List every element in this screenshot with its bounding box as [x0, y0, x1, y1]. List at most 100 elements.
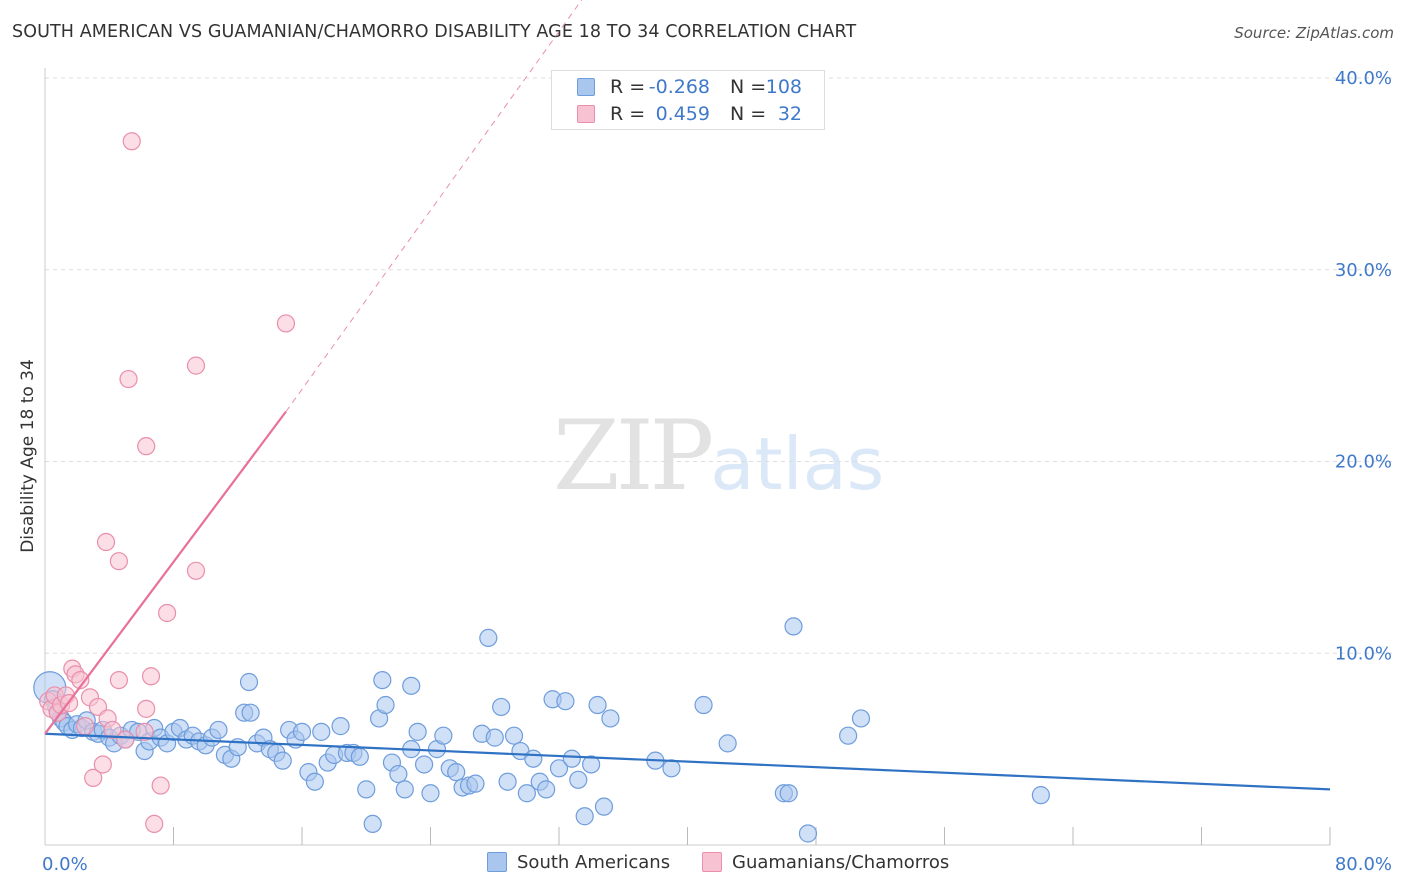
- guamanian-point: [93, 755, 112, 774]
- south-american-point: [376, 695, 395, 715]
- legend-swatch-blue: [577, 78, 595, 96]
- guamanian-point: [145, 814, 164, 834]
- south-american-point: [582, 755, 601, 774]
- south-american-point: [331, 717, 350, 736]
- south-american-point: [239, 672, 259, 692]
- legend-n-value: 32: [777, 103, 802, 125]
- south-american-point: [798, 824, 818, 843]
- south-american-point: [1031, 786, 1050, 805]
- legend-r-value: -0.268: [648, 76, 710, 98]
- legend-n-value: 108: [765, 76, 802, 98]
- guamanian-point: [96, 532, 116, 552]
- guamanian-point: [122, 132, 141, 151]
- south-american-point: [402, 676, 421, 695]
- correlation-legend: R = -0.268 N = 108 R = 0.459 N = 32: [551, 70, 825, 130]
- y-tick-label: 10.0%: [1335, 643, 1392, 664]
- guamanian-point: [157, 603, 177, 623]
- legend-r-label: R =: [610, 103, 646, 125]
- south-american-point: [485, 728, 504, 747]
- guamanian-point: [141, 667, 161, 686]
- chart-title: SOUTH AMERICAN VS GUAMANIAN/CHAMORRO DIS…: [12, 22, 857, 42]
- south-american-point: [779, 784, 798, 803]
- guamanian-point: [135, 722, 154, 741]
- south-american-point: [241, 703, 260, 722]
- south-american-point: [408, 722, 427, 741]
- guamanian-point: [84, 768, 103, 787]
- south-american-point: [434, 726, 453, 745]
- south-american-point: [209, 720, 228, 740]
- guamanian-point: [109, 552, 128, 571]
- guamanian-point: [186, 356, 206, 375]
- guamanian-point: [137, 699, 156, 718]
- south-american-point: [594, 797, 614, 816]
- bottom-legend-label: Guamanians/Chamorros: [732, 852, 950, 873]
- south-american-point: [421, 784, 440, 803]
- legend-row-south-americans: R = -0.268 N = 108: [552, 74, 826, 100]
- x-tick-label-left: 0.0%: [42, 854, 88, 875]
- south-american-point: [537, 780, 556, 799]
- south-american-point: [562, 749, 581, 768]
- south-american-point: [504, 726, 524, 745]
- south-american-point: [662, 759, 681, 778]
- guamanian-point: [71, 670, 90, 690]
- south-american-point: [575, 807, 594, 826]
- guamanian-point: [276, 314, 296, 333]
- guamanian-point: [151, 776, 170, 795]
- south-american-point: [479, 628, 498, 648]
- x-tick-label-right: 80.0%: [1335, 854, 1392, 875]
- south-american-point: [350, 747, 369, 766]
- south-american-point: [395, 780, 414, 799]
- bottom-legend-guamanians: Guamanians/Chamorros: [702, 852, 949, 876]
- guamanian-point: [116, 730, 135, 749]
- bottom-legend-south-americans: South Americans: [487, 852, 670, 876]
- guamanian-point: [186, 561, 206, 580]
- guamanian-point: [76, 717, 95, 736]
- south-american-point: [492, 697, 511, 717]
- south-american-point: [569, 770, 588, 789]
- bottom-legend-swatch-pink: [702, 852, 722, 872]
- south-american-point: [517, 784, 536, 803]
- south-american-point: [373, 670, 392, 690]
- source-label: Source: ZipAtlas.com: [1234, 24, 1394, 42]
- south-american-point: [414, 755, 434, 774]
- south-american-point: [839, 726, 858, 745]
- south-american-point: [312, 722, 331, 741]
- south-american-point: [363, 814, 382, 834]
- legend-r-label: R =: [610, 76, 646, 98]
- y-axis-label: Disability Age 18 to 34: [18, 359, 38, 553]
- south-american-point: [357, 780, 376, 799]
- guamanian-trendline: [44, 410, 287, 735]
- south-american-point: [273, 751, 292, 770]
- south-american-point: [718, 734, 737, 753]
- legend-swatch-pink: [577, 105, 595, 123]
- guamanian-point: [119, 369, 138, 389]
- south-american-point: [447, 763, 466, 782]
- south-american-point: [694, 695, 713, 715]
- south-american-point: [784, 617, 803, 636]
- y-tick-label: 40.0%: [1335, 68, 1392, 89]
- guamanian-point: [103, 720, 122, 740]
- guamanian-trendline-extension: [285, 0, 583, 412]
- south-american-point: [524, 749, 543, 768]
- bottom-legend-label: South Americans: [517, 852, 671, 873]
- south-american-point: [292, 722, 312, 741]
- south-american-point: [549, 759, 569, 778]
- guamanian-point: [137, 437, 156, 456]
- legend-n-label: N =: [730, 103, 767, 125]
- legend-row-guamanians: R = 0.459 N = 32: [552, 101, 826, 127]
- legend-n-label: N =: [730, 76, 767, 98]
- south-american-point: [556, 692, 575, 711]
- south-american-point: [305, 772, 324, 791]
- south-american-point: [601, 709, 620, 728]
- y-tick-label: 20.0%: [1335, 452, 1392, 473]
- south-american-point: [588, 695, 607, 715]
- south-american-trendline: [44, 732, 1331, 791]
- legend-r-value: 0.459: [655, 103, 710, 125]
- south-american-point: [498, 772, 517, 791]
- south-american-point: [389, 764, 408, 784]
- bottom-legend-swatch-blue: [487, 852, 507, 872]
- south-american-point: [466, 774, 485, 793]
- y-tick-label: 30.0%: [1335, 260, 1392, 281]
- south-american-point: [851, 709, 871, 728]
